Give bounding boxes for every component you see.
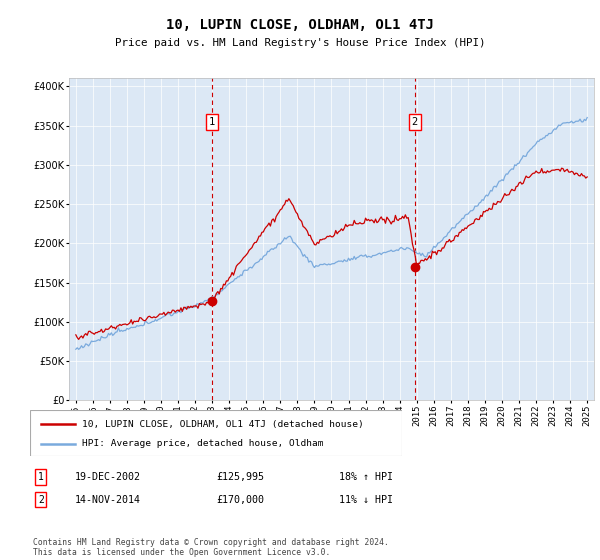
Text: 14-NOV-2014: 14-NOV-2014	[75, 494, 141, 505]
Text: 2: 2	[38, 494, 44, 505]
Text: 19-DEC-2002: 19-DEC-2002	[75, 472, 141, 482]
Text: 2: 2	[412, 117, 418, 127]
Text: 10, LUPIN CLOSE, OLDHAM, OL1 4TJ: 10, LUPIN CLOSE, OLDHAM, OL1 4TJ	[166, 18, 434, 32]
Text: Contains HM Land Registry data © Crown copyright and database right 2024.
This d: Contains HM Land Registry data © Crown c…	[33, 538, 389, 557]
Text: £170,000: £170,000	[216, 494, 264, 505]
Text: HPI: Average price, detached house, Oldham: HPI: Average price, detached house, Oldh…	[82, 439, 323, 448]
Text: 1: 1	[38, 472, 44, 482]
Text: 1: 1	[209, 117, 215, 127]
Text: Price paid vs. HM Land Registry's House Price Index (HPI): Price paid vs. HM Land Registry's House …	[115, 38, 485, 48]
Text: 11% ↓ HPI: 11% ↓ HPI	[339, 494, 393, 505]
Text: 18% ↑ HPI: 18% ↑ HPI	[339, 472, 393, 482]
Text: £125,995: £125,995	[216, 472, 264, 482]
Text: 10, LUPIN CLOSE, OLDHAM, OL1 4TJ (detached house): 10, LUPIN CLOSE, OLDHAM, OL1 4TJ (detach…	[82, 420, 364, 429]
